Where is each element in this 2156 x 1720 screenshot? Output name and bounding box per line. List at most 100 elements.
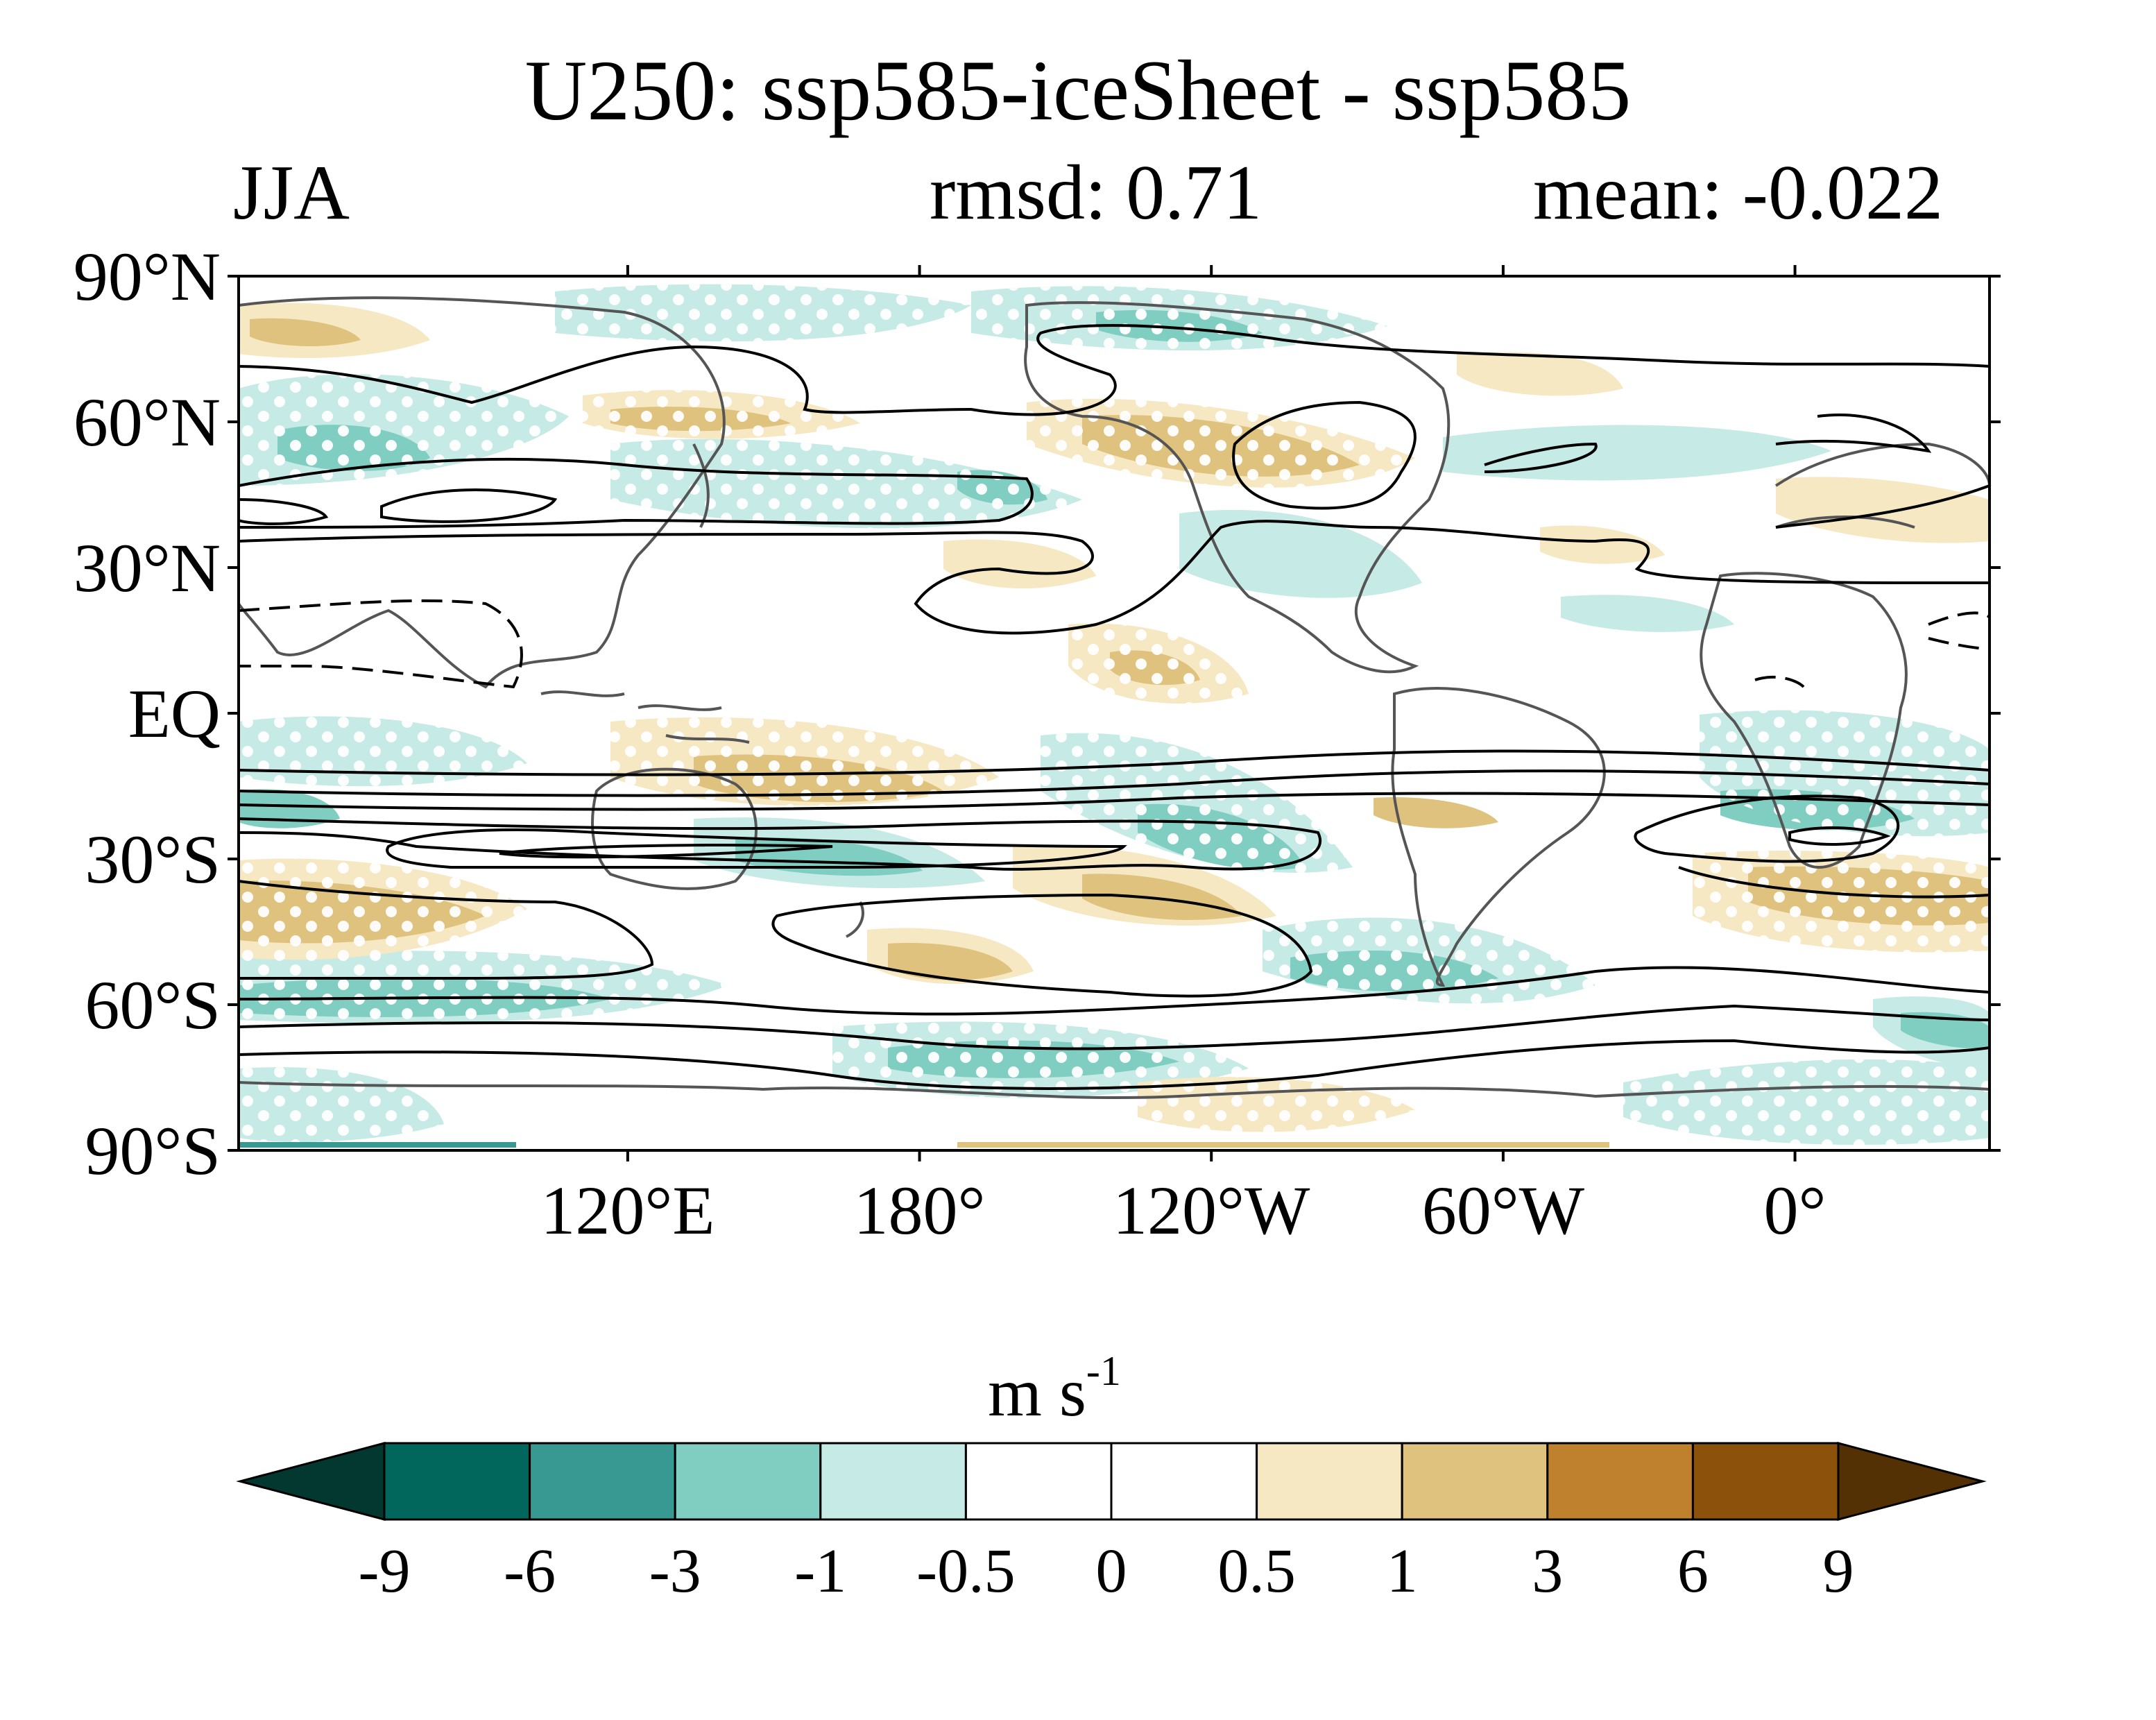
stipple-region	[239, 374, 569, 486]
coastline-australia	[591, 767, 758, 890]
colorbar: -9 -6 -3 -1 -0.5 0 0.5 1 3 6 9	[236, 1442, 1987, 1606]
coastline-newzealand	[846, 901, 864, 938]
stipple-region	[610, 438, 1082, 529]
contour-line	[1484, 442, 1598, 473]
contour-line-negative	[1928, 611, 1990, 650]
colorbar-tick-label: -9	[359, 1537, 411, 1606]
mean-label: mean: -0.022	[1533, 150, 1943, 236]
contour-line	[239, 792, 1990, 811]
stipple-region	[1623, 1059, 1990, 1145]
colorbar-segment	[819, 1442, 967, 1521]
anomaly-patch	[1082, 874, 1242, 920]
contour-line	[1678, 866, 1990, 899]
contour-line	[239, 457, 1034, 529]
lat-tick-label: 30°N	[74, 529, 221, 606]
rmsd-label: rmsd: 0.71	[930, 150, 1263, 236]
contour-line-negative	[1754, 675, 1805, 688]
colorbar-tick-label: 0.5	[1217, 1537, 1296, 1606]
colorbar-extend-high	[1837, 1442, 1987, 1521]
colorbar-segment	[1691, 1442, 1840, 1521]
coastline-europe	[1774, 442, 1990, 529]
lat-tick-label: 30°S	[85, 821, 221, 898]
coastline-south-america	[1391, 687, 1606, 987]
colorbar-tick-label: 1	[1387, 1537, 1418, 1606]
contour-line	[239, 880, 654, 980]
coastline-north-america	[1024, 301, 1451, 674]
lat-tick-label: 90°S	[85, 1112, 221, 1189]
colorbar-segment	[1110, 1442, 1258, 1521]
contour-line	[239, 324, 1990, 416]
stipple-region	[1700, 710, 1990, 837]
lon-tick-label: 180°	[854, 1172, 986, 1249]
anomaly-patch	[1179, 509, 1422, 598]
lon-tick-label: 60°W	[1422, 1172, 1585, 1249]
coastline-asia	[239, 296, 726, 689]
contour-line	[771, 893, 1313, 998]
contour-line	[239, 749, 1990, 776]
map-title: U250: ssp585-iceSheet - ssp585	[524, 43, 1632, 138]
dashed-contours	[239, 599, 1990, 689]
coastlines	[239, 296, 1990, 1100]
contour-line	[239, 769, 1990, 797]
lon-tick-label: 120°E	[540, 1172, 715, 1249]
stipple-region	[239, 716, 527, 787]
colorbar-tick-label: -1	[794, 1537, 846, 1606]
colorbar-tick-label: 6	[1677, 1537, 1709, 1606]
units-exponent: -1	[1086, 1348, 1121, 1394]
colorbar-tick-label: -3	[649, 1537, 701, 1606]
wind-contours	[239, 324, 1990, 1090]
units-base: m s	[988, 1354, 1086, 1431]
stipple-region	[239, 951, 728, 1023]
colorbar-extend-low	[236, 1442, 386, 1521]
stipple-region	[555, 284, 971, 341]
contour-line	[386, 828, 1127, 869]
stipple-region	[239, 858, 527, 960]
contour-line	[1634, 794, 1900, 863]
contour-line	[239, 520, 1990, 635]
lon-tick-label: 0°	[1764, 1172, 1826, 1249]
anomaly-patch	[888, 943, 1013, 980]
contour-line-negative	[239, 599, 523, 689]
colorbar-tick-label: -6	[504, 1537, 556, 1606]
colorbar-segment	[529, 1442, 676, 1521]
stipple-region	[583, 390, 860, 439]
stipple-region	[1068, 623, 1249, 704]
colorbar-tick-label: 0	[1096, 1537, 1127, 1606]
anomaly-patch	[943, 539, 1096, 589]
colorbar-segment	[1401, 1442, 1549, 1521]
lat-tick-label: 90°N	[74, 238, 221, 315]
colorbar-segment	[1546, 1442, 1694, 1521]
latitude-axis: 90°N 60°N 30°N EQ 30°S 60°S 90°S	[74, 238, 2001, 1189]
contour-line	[380, 488, 558, 523]
lat-tick-label: 60°S	[85, 967, 221, 1044]
colorbar-tick-label: 9	[1823, 1537, 1854, 1606]
lat-tick-label: EQ	[128, 675, 221, 752]
anomaly-patch	[250, 318, 361, 347]
contour-line	[1232, 400, 1417, 510]
lat-tick-label: 60°N	[74, 384, 221, 461]
coastline-japan	[692, 443, 710, 528]
anomaly-patch	[1540, 525, 1665, 564]
anomaly-patch	[1776, 477, 1990, 543]
coastline-africa	[1700, 572, 1908, 869]
contour-line	[239, 966, 1990, 1016]
contour-line	[1788, 826, 1891, 846]
stipple-region	[1693, 851, 1990, 953]
contour-line	[239, 1039, 1990, 1090]
units-label: m s-1	[988, 1348, 1121, 1431]
edge-strip	[239, 1142, 516, 1148]
anomaly-patch	[1457, 352, 1623, 396]
contour-line	[1775, 414, 1932, 453]
colorbar-segment	[383, 1442, 531, 1521]
anomaly-field	[239, 284, 1990, 1148]
contour-line	[1775, 484, 1990, 529]
contour-line	[499, 844, 833, 859]
colorbar-segment	[964, 1442, 1113, 1521]
contour-line	[239, 498, 329, 525]
anomaly-patch	[1561, 595, 1734, 632]
colorbar-tick-label: 3	[1532, 1537, 1563, 1606]
coastline-maritime	[540, 690, 750, 744]
stipple-region	[1041, 733, 1353, 873]
edge-strip	[957, 1142, 1609, 1148]
